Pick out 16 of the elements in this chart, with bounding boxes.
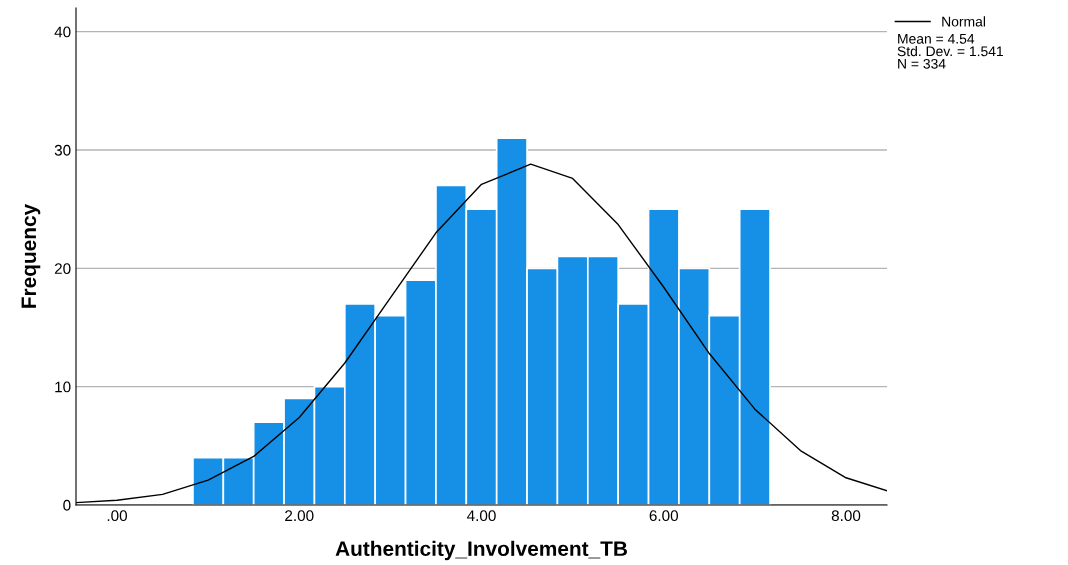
legend-label: Normal (942, 16, 985, 27)
x-tick-label: 2.00 (285, 510, 314, 522)
x-tick-label: 6.00 (649, 510, 679, 522)
x-tick-label: 8.00 (831, 510, 861, 522)
y-tick-label: 0 (63, 499, 71, 511)
x-axis-title: Authenticity_Involvement_TB (335, 540, 627, 561)
y-axis-title: Frequency (21, 203, 41, 308)
text: Mean = 4.54 (898, 34, 975, 44)
x-tick-label: .00 (107, 510, 128, 522)
y-tick-label: 40 (54, 26, 71, 38)
x-tick-label: 4.00 (466, 510, 496, 522)
text: N = 334 (898, 58, 946, 69)
y-tick-label: 10 (55, 381, 71, 393)
y-tick-label: 30 (54, 144, 71, 156)
y-tick-label: 20 (54, 263, 71, 275)
text: Std. Dev. = 1.541 (897, 46, 1003, 57)
